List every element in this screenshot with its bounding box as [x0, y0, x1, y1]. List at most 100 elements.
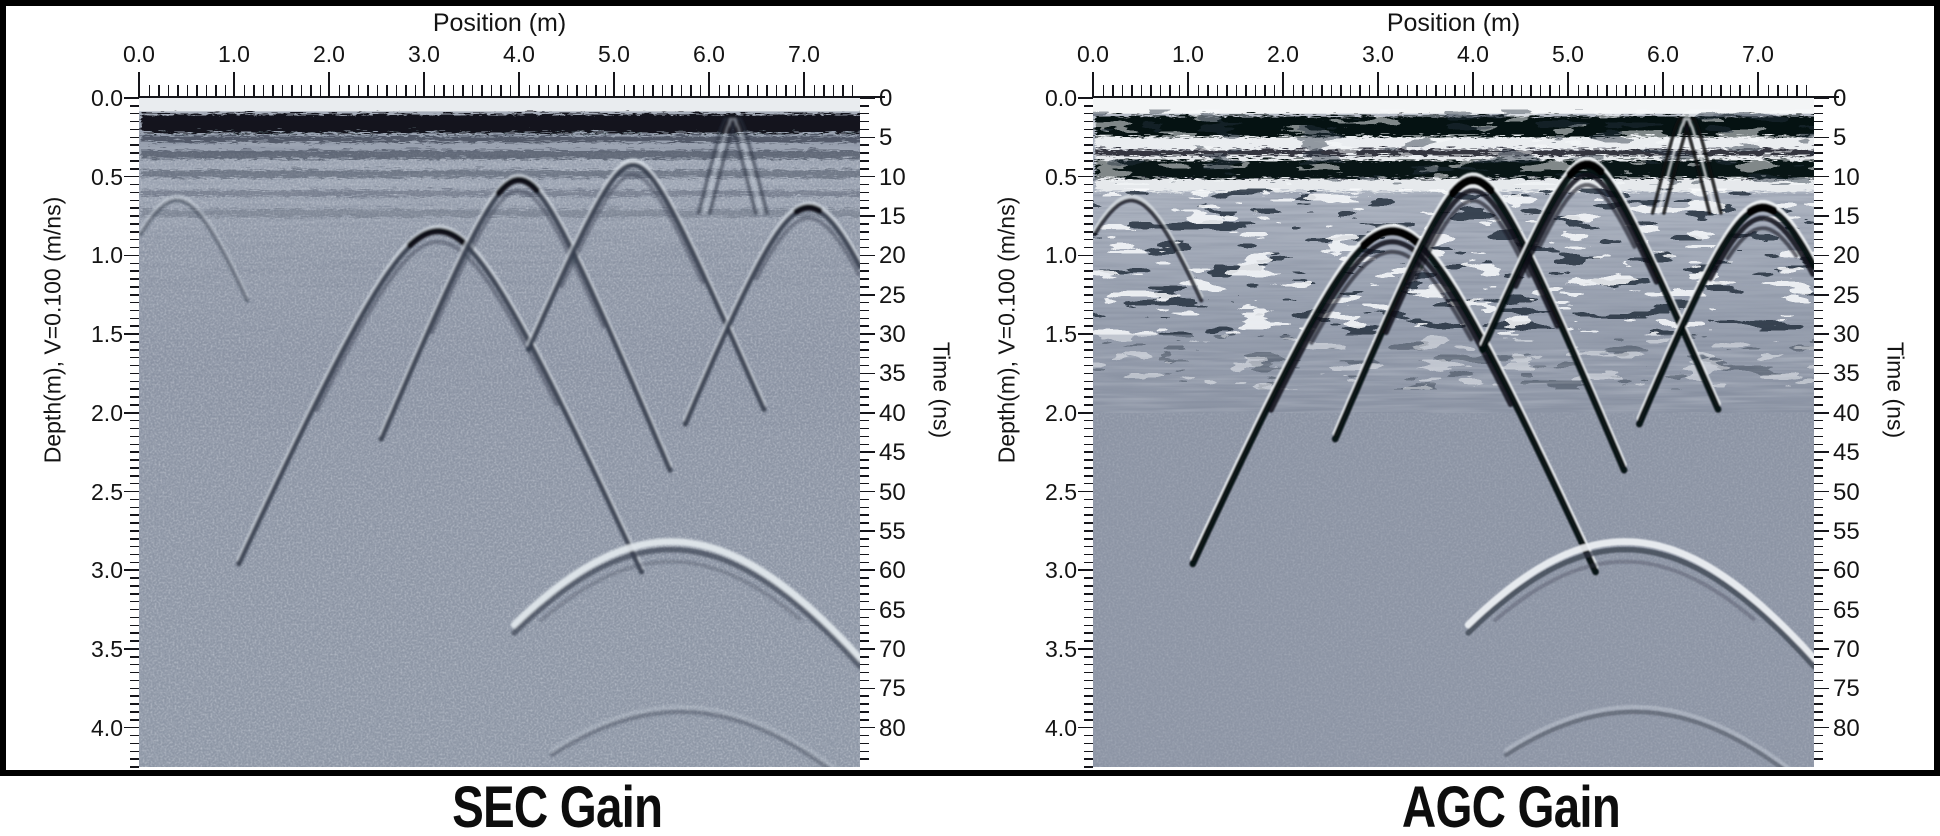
time-minor-tick	[1814, 632, 1823, 634]
time-minor-tick	[860, 278, 869, 280]
time-major-tick	[860, 175, 875, 178]
position-axis-line	[138, 96, 885, 98]
depth-major-tick	[124, 175, 139, 178]
depth-minor-tick	[1084, 624, 1093, 627]
position-tick-label: 7.0	[788, 41, 820, 67]
depth-minor-tick	[1084, 128, 1093, 131]
time-minor-tick	[860, 238, 869, 241]
position-minor-tick	[272, 85, 274, 96]
time-major-tick	[1814, 569, 1829, 571]
depth-minor-tick	[130, 286, 139, 288]
time-minor-tick	[1814, 616, 1823, 619]
time-minor-tick	[860, 152, 869, 154]
time-tick-label: 75	[879, 675, 906, 703]
position-minor-tick	[756, 85, 758, 96]
time-minor-tick	[860, 711, 869, 713]
depth-minor-tick	[1084, 530, 1093, 532]
time-tick-label: 55	[1833, 517, 1860, 545]
position-minor-tick	[1150, 85, 1152, 96]
depth-minor-tick	[130, 238, 139, 241]
time-minor-tick	[860, 301, 869, 304]
time-major-tick	[860, 136, 875, 139]
depth-minor-tick	[130, 545, 139, 548]
time-minor-tick	[1814, 750, 1823, 752]
position-minor-tick	[367, 85, 369, 96]
depth-minor-tick	[1084, 168, 1093, 170]
time-minor-tick	[860, 120, 869, 123]
depth-minor-tick	[1084, 766, 1093, 768]
time-tick-label: 80	[1833, 714, 1860, 742]
depth-minor-tick	[130, 498, 139, 501]
depth-minor-tick	[1084, 301, 1093, 304]
time-minor-tick	[860, 585, 869, 587]
time-major-tick	[1814, 608, 1829, 611]
depth-minor-tick	[130, 356, 139, 359]
time-minor-tick	[1814, 758, 1823, 760]
time-minor-tick	[860, 364, 869, 367]
position-tick-label: 0.0	[1077, 41, 1109, 67]
depth-minor-tick	[1084, 349, 1093, 351]
depth-minor-tick	[1084, 435, 1093, 438]
time-major-tick	[1814, 175, 1829, 178]
time-minor-tick	[1814, 719, 1823, 721]
depth-minor-tick	[1084, 671, 1093, 674]
time-tick-label: 80	[879, 714, 906, 742]
time-tick-label: 35	[1833, 360, 1860, 388]
position-minor-tick	[1739, 85, 1741, 96]
time-minor-tick	[1814, 742, 1823, 745]
time-minor-tick	[1814, 317, 1823, 320]
time-tick-label: 0	[1833, 85, 1847, 112]
time-minor-tick	[860, 742, 869, 745]
position-minor-tick	[1245, 85, 1247, 96]
position-minor-tick	[158, 85, 160, 96]
time-minor-tick	[1814, 356, 1823, 359]
position-minor-tick	[566, 85, 568, 96]
position-minor-tick	[1292, 85, 1294, 96]
time-minor-tick	[860, 545, 869, 548]
depth-minor-tick	[1084, 199, 1093, 202]
time-minor-tick	[860, 671, 869, 674]
position-minor-tick	[1340, 85, 1342, 96]
depth-minor-tick	[130, 475, 139, 477]
time-major-tick	[860, 215, 875, 217]
depth-minor-tick	[130, 679, 139, 682]
time-major-tick	[860, 333, 875, 335]
depth-minor-tick	[1084, 467, 1093, 469]
depth-minor-tick	[1084, 396, 1093, 398]
caption-agc-label: AGC Gain	[1401, 775, 1621, 836]
time-tick-label: 15	[1833, 203, 1860, 231]
time-minor-tick	[860, 561, 869, 564]
position-minor-tick	[538, 85, 540, 96]
position-minor-tick	[1691, 85, 1693, 96]
depth-minor-tick	[130, 199, 139, 202]
time-minor-tick	[1814, 286, 1823, 288]
position-minor-tick	[557, 85, 559, 96]
caption-sec-label: SEC Gain	[451, 775, 663, 836]
depth-minor-tick	[1084, 719, 1093, 721]
time-minor-tick	[860, 356, 869, 359]
time-tick-label: 10	[879, 163, 906, 191]
position-minor-tick	[1197, 85, 1199, 96]
depth-major-tick	[1078, 254, 1093, 257]
depth-minor-tick	[130, 530, 139, 532]
time-minor-tick	[1814, 396, 1823, 398]
depth-minor-tick	[1084, 356, 1093, 359]
depth-minor-tick	[130, 656, 139, 658]
depth-major-tick	[1078, 648, 1093, 650]
depth-tick-label: 2.5	[1045, 478, 1077, 505]
position-minor-tick	[243, 85, 245, 96]
time-tick-label: 0	[879, 85, 893, 112]
depth-major-tick	[124, 569, 139, 571]
depth-minor-tick	[130, 364, 139, 367]
depth-major-tick	[124, 97, 139, 99]
depth-minor-tick	[1084, 144, 1093, 146]
depth-tick-label: 3.5	[1045, 635, 1077, 662]
position-minor-tick	[1273, 85, 1275, 96]
position-minor-tick	[595, 85, 597, 96]
position-minor-tick	[1625, 85, 1627, 96]
time-major-tick	[860, 569, 875, 571]
position-minor-tick	[376, 85, 378, 96]
position-tick-label: 1.0	[218, 41, 250, 67]
position-tick-label: 2.0	[1267, 41, 1299, 67]
depth-minor-tick	[130, 640, 139, 642]
